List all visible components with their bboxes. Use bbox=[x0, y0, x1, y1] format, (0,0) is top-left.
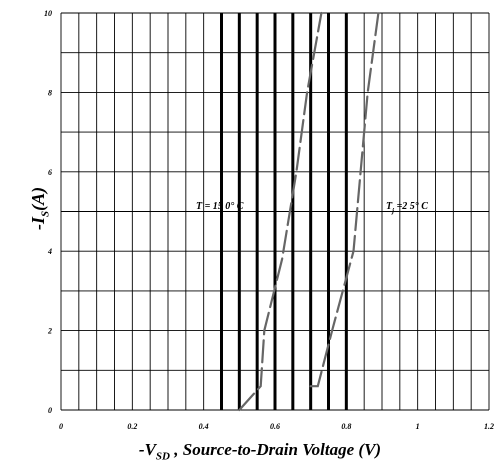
thick-vertical-lines bbox=[220, 13, 348, 410]
series-line-1 bbox=[238, 11, 323, 412]
y-tick-label: 6 bbox=[48, 168, 52, 177]
x-tick-label: 0.6 bbox=[270, 422, 280, 431]
y-axis-label: -IS(A) bbox=[28, 186, 52, 230]
y-tick-label: 4 bbox=[47, 247, 52, 256]
x-tick-label: 1 bbox=[416, 422, 420, 431]
x-tick-label: 0.8 bbox=[341, 422, 351, 431]
x-tick-label: 0.4 bbox=[199, 422, 209, 431]
y-tick-label: 2 bbox=[47, 327, 52, 336]
y-tick-label: 0 bbox=[48, 406, 52, 415]
x-axis-label: -VSD , Source-to-Drain Voltage (V) bbox=[138, 440, 382, 463]
x-tick-label: 0.2 bbox=[127, 422, 137, 431]
x-tick-label: 1.2 bbox=[484, 422, 494, 431]
x-tick-label: 0 bbox=[59, 422, 63, 431]
series-label-t150: T = 15 0° C bbox=[196, 201, 244, 212]
series-group bbox=[238, 11, 380, 412]
tick-labels: 0 0.2 0.4 0.6 0.8 1 1.2 0 2 4 6 8 10 bbox=[44, 9, 494, 431]
series-line-2 bbox=[309, 11, 380, 388]
y-tick-label: 8 bbox=[48, 88, 52, 97]
series-label-t25: Tj =2 5° C bbox=[386, 201, 428, 215]
y-tick-label: 10 bbox=[44, 9, 52, 18]
